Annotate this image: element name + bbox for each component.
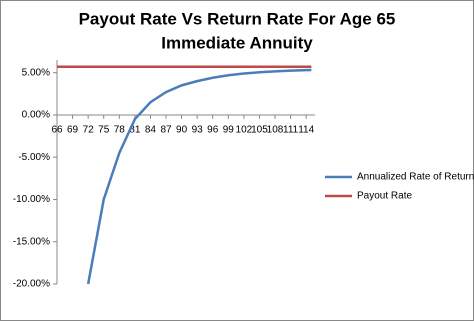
y-tick-label: -20.00%: [13, 279, 50, 290]
x-tick-label: 78: [114, 125, 126, 136]
x-tick-label: 72: [83, 125, 95, 136]
y-tick-label: -5.00%: [18, 152, 50, 163]
x-tick-label: 105: [251, 125, 268, 136]
x-tick-label: 111: [283, 125, 299, 136]
x-tick-label: 108: [267, 125, 284, 136]
legend-label: Annualized Rate of Return: [357, 172, 474, 183]
chart-title: Immediate Annuity: [161, 33, 313, 52]
x-tick-label: 90: [176, 125, 188, 136]
x-tick-label: 81: [129, 125, 141, 136]
x-tick-label: 102: [236, 125, 253, 136]
y-tick-label: -10.00%: [13, 194, 50, 205]
x-tick-label: 69: [67, 125, 79, 136]
x-tick-label: 84: [145, 125, 157, 136]
x-tick-label: 93: [192, 125, 204, 136]
legend-label: Payout Rate: [357, 191, 412, 202]
chart-title: Payout Rate Vs Return Rate For Age 65: [79, 9, 396, 28]
y-tick-label: -15.00%: [13, 236, 50, 247]
x-tick-label: 114: [298, 125, 314, 136]
y-tick-label: 0.00%: [22, 110, 50, 121]
x-tick-label: 96: [207, 125, 219, 136]
x-tick-label: 99: [223, 125, 235, 136]
x-tick-label: 87: [160, 125, 172, 136]
x-tick-label: 75: [98, 125, 110, 136]
line: [86, 68, 312, 285]
x-tick-label: 66: [51, 125, 63, 136]
y-tick-label: 5.00%: [22, 67, 50, 78]
